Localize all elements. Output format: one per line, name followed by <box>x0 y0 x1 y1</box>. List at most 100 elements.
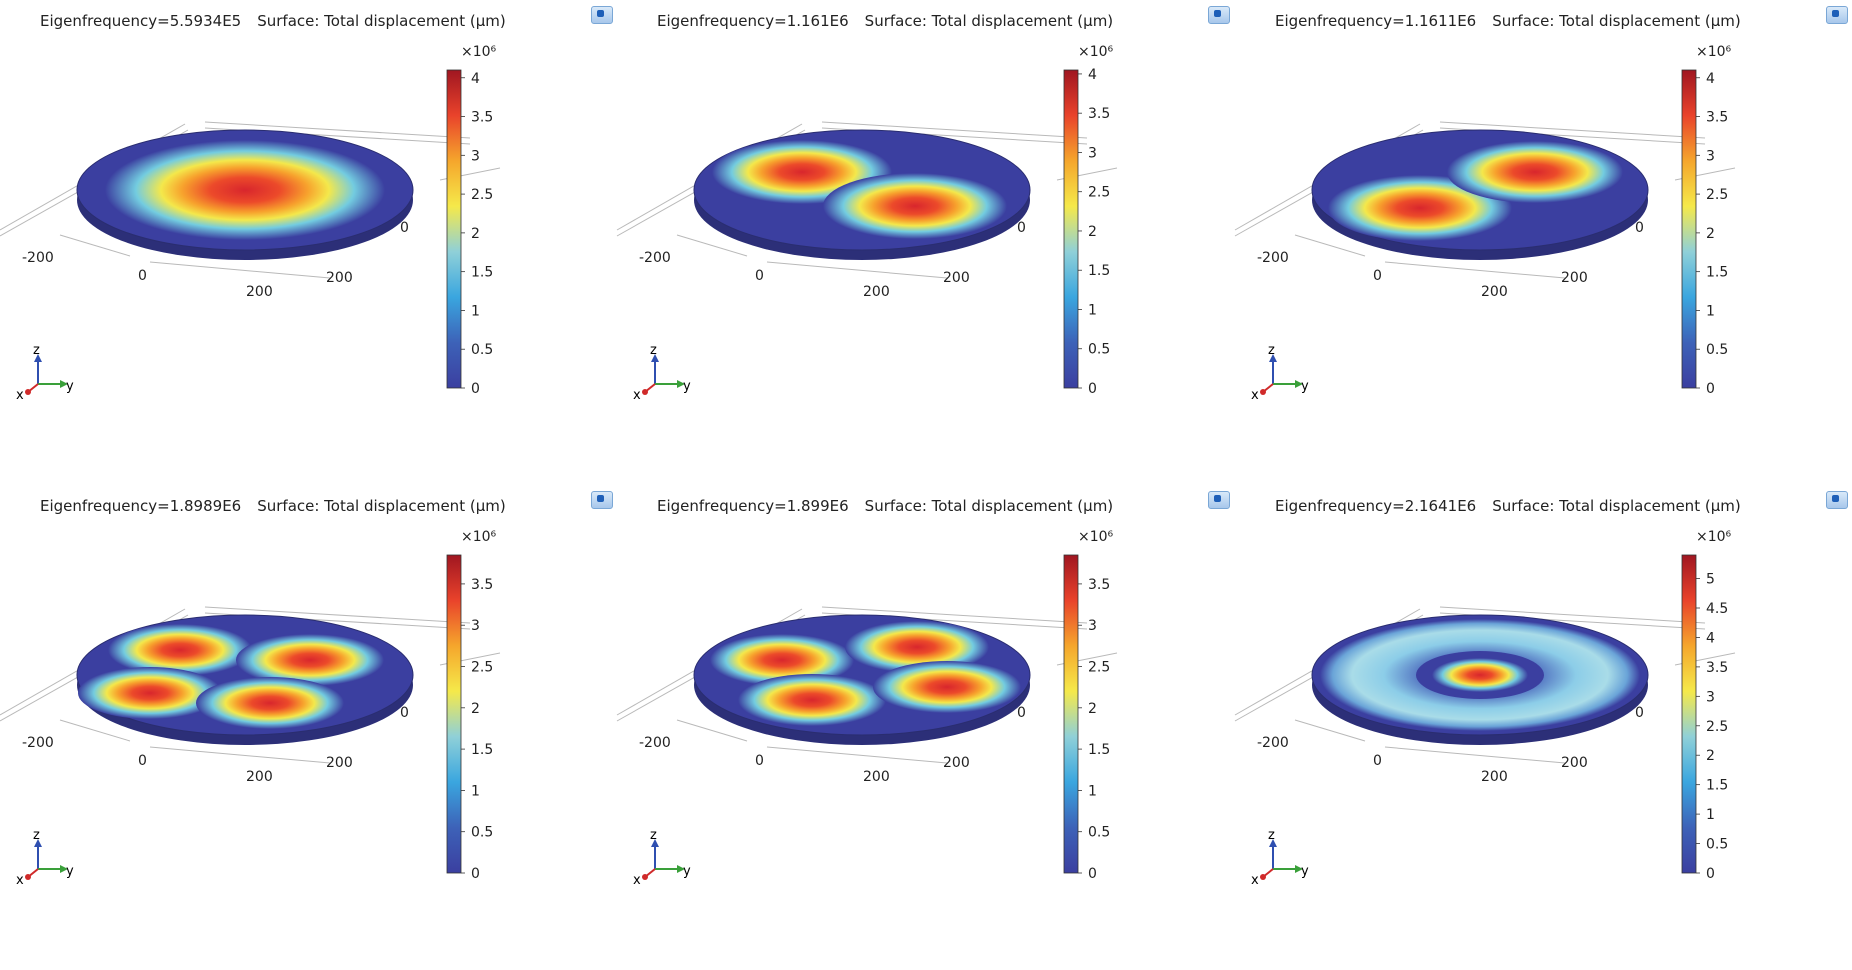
colorbar-tick: 1 <box>1088 783 1097 799</box>
x-tick-label: -200 <box>1257 250 1289 266</box>
colorbar-tick: 3 <box>1706 148 1715 164</box>
colorbar-tick: 2 <box>471 701 480 717</box>
y-tick-label: 0 <box>1017 705 1026 721</box>
colorbar-exponent: ×10⁶ <box>1696 44 1732 60</box>
triad-z-label: z <box>650 343 657 358</box>
colorbar-tick: 4 <box>1088 67 1097 83</box>
camera-view-icon[interactable] <box>591 491 613 509</box>
x-tick-label: 0 <box>755 753 764 769</box>
colorbar-tick: 0.5 <box>1706 342 1728 358</box>
eigenfrequency-label: Eigenfrequency=5.5934E5 <box>40 12 242 30</box>
mode-panel-1: Eigenfrequency=5.5934E5 Surface: Total di… <box>0 0 617 485</box>
colorbar <box>446 69 462 389</box>
colorbar-tick: 1 <box>471 303 480 319</box>
colorbar-tick: 2 <box>1706 226 1715 242</box>
y-tick-label: 200 <box>943 270 970 286</box>
colorbar-exponent: ×10⁶ <box>1696 529 1732 545</box>
eigenfrequency-label: Eigenfrequency=1.899E6 <box>657 497 849 515</box>
y-tick-label: 0 <box>400 220 409 236</box>
colorbar-tick: 1.5 <box>471 742 493 758</box>
plot-title: Eigenfrequency=1.8989E6 Surface: Total di… <box>40 497 522 515</box>
y-tick-label: 200 <box>326 270 353 286</box>
colorbar-tick: 3.5 <box>1706 110 1728 126</box>
plot-title: Eigenfrequency=1.899E6 Surface: Total dis… <box>657 497 1129 515</box>
colorbar-tick: 0 <box>1088 866 1097 882</box>
colorbar-tick: 0.5 <box>1088 825 1110 841</box>
colorbar-tick: 0 <box>471 866 480 882</box>
triad-z-label: z <box>33 343 40 358</box>
triad-y-label: y <box>683 379 691 394</box>
colorbar <box>1681 69 1697 389</box>
surface-label: Surface: Total displacement (µm) <box>257 12 506 30</box>
colorbar-tick: 5 <box>1706 572 1715 588</box>
axis-triad: z y x <box>1251 343 1309 403</box>
axis-triad: z y x <box>16 343 74 403</box>
axis-triad: z y x <box>1251 828 1309 888</box>
camera-view-icon[interactable] <box>1826 491 1848 509</box>
surface-label: Surface: Total displacement (µm) <box>257 497 506 515</box>
camera-view-icon[interactable] <box>1826 6 1848 24</box>
plot-title: Eigenfrequency=1.161E6 Surface: Total dis… <box>657 12 1129 30</box>
plot-title: Eigenfrequency=1.1611E6 Surface: Total di… <box>1275 12 1757 30</box>
triad-x-label: x <box>1251 388 1259 403</box>
camera-view-icon[interactable] <box>1208 6 1230 24</box>
triad-y-label: y <box>1301 379 1309 394</box>
x-tick-label: 200 <box>1481 769 1508 785</box>
y-tick-label: 0 <box>1635 220 1644 236</box>
colorbar-exponent: ×10⁶ <box>461 44 497 60</box>
colorbar-tick: 3 <box>1088 145 1097 161</box>
mode-shape-21b <box>710 621 1021 726</box>
x-tick-label: 200 <box>863 769 890 785</box>
x-tick-label: 0 <box>138 753 147 769</box>
mode-panel-4: Eigenfrequency=1.8989E6 Surface: Total di… <box>0 485 617 970</box>
triad-y-label: y <box>66 379 74 394</box>
eigenfrequency-label: Eigenfrequency=1.1611E6 <box>1275 12 1477 30</box>
colorbar-tick: 2.5 <box>1706 719 1728 735</box>
eigenfrequency-label: Eigenfrequency=1.8989E6 <box>40 497 242 515</box>
triad-y-label: y <box>66 864 74 879</box>
x-tick-label: 200 <box>863 284 890 300</box>
camera-view-icon[interactable] <box>591 6 613 24</box>
colorbar-tick: 0.5 <box>471 342 493 358</box>
colorbar-tick: 3 <box>471 618 480 634</box>
triad-x-label: x <box>16 873 24 888</box>
displacement-lobe <box>105 140 385 240</box>
colorbar-tick: 3.5 <box>471 110 493 126</box>
colorbar-tick: 0 <box>1706 381 1715 397</box>
colorbar-tick: 0.5 <box>1706 837 1728 853</box>
surface-label: Surface: Total displacement (µm) <box>864 12 1114 30</box>
colorbar-tick: 1.5 <box>1088 742 1110 758</box>
displacement-lobe <box>108 624 252 676</box>
mode-panel-3: Eigenfrequency=1.1611E6 Surface: Total di… <box>1234 0 1852 485</box>
mode-shape-11b <box>1328 141 1623 241</box>
y-tick-label: 0 <box>1635 705 1644 721</box>
colorbar-tick: 3 <box>1706 689 1715 705</box>
colorbar-tick: 1 <box>1706 807 1715 823</box>
plot-canvas: -200 0 200 200 0 ×10⁶ 3.5 3 2.5 2 1.5 1 0.5 0 z y x <box>0 529 501 888</box>
y-tick-label: 0 <box>400 705 409 721</box>
colorbar-tick: 1.5 <box>1706 265 1728 281</box>
colorbar-tick: 3 <box>471 148 480 164</box>
colorbar-tick: 2.5 <box>1088 660 1110 676</box>
x-tick-label: 200 <box>1481 284 1508 300</box>
axis-triad: z y x <box>633 343 691 403</box>
colorbar-tick: 2.5 <box>471 187 493 203</box>
colorbar-tick: 1.5 <box>471 265 493 281</box>
x-tick-label: -200 <box>1257 735 1289 751</box>
colorbar-tick: 3.5 <box>471 577 493 593</box>
displacement-lobe <box>1328 175 1512 241</box>
x-tick-label: -200 <box>639 250 671 266</box>
surface-label: Surface: Total displacement (µm) <box>1492 12 1741 30</box>
colorbar <box>1063 69 1079 389</box>
displacement-lobe <box>738 674 886 726</box>
triad-x-label: x <box>633 388 641 403</box>
colorbar <box>1681 554 1697 874</box>
mode-shape-21a <box>78 624 384 729</box>
colorbar-tick: 3.5 <box>1706 660 1728 676</box>
x-tick-label: -200 <box>639 735 671 751</box>
axis-triad: z y x <box>633 828 691 888</box>
triad-z-label: z <box>650 828 657 843</box>
camera-view-icon[interactable] <box>1208 491 1230 509</box>
colorbar-tick: 0.5 <box>471 825 493 841</box>
colorbar-tick: 2.5 <box>471 660 493 676</box>
